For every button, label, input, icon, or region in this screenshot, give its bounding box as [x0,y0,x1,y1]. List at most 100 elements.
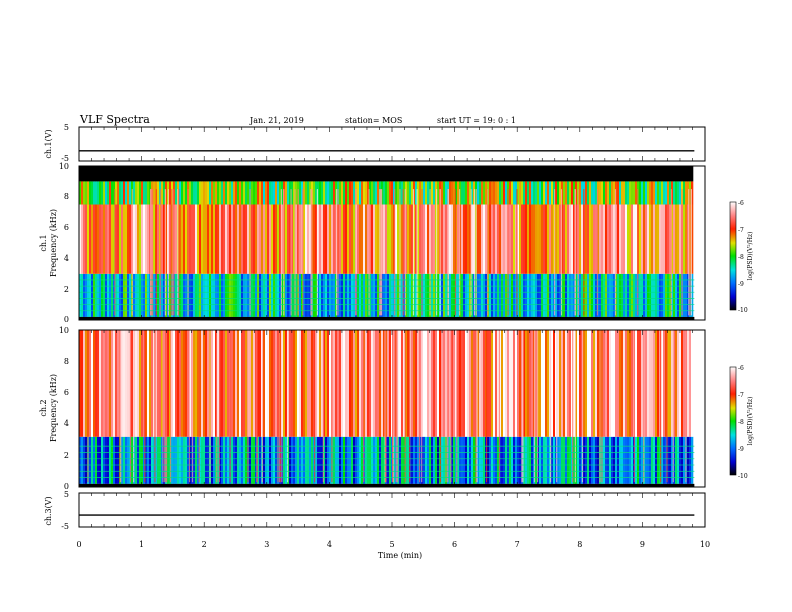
spectrogram-cell [179,166,182,182]
spectrogram-cell [151,166,154,182]
spectrogram-cell [617,436,620,484]
spectrogram-cell [647,330,650,437]
spectrogram-cell [369,330,372,437]
spectrogram-burst [458,189,461,316]
spectrogram-cell [555,166,558,182]
spectrogram-cell [327,166,330,182]
spectrogram-cell [595,436,598,484]
spectrogram-cell [613,181,616,205]
spectrogram-cell [145,166,148,182]
spectrogram-cell [579,166,582,182]
spectrogram-cell [145,204,148,274]
spectrogram-cell [407,166,410,182]
spectrogram-cell [337,330,340,437]
spectrogram-cell [647,181,650,205]
spectrogram-burst [418,330,421,483]
spectrogram-cell [271,330,274,437]
spectrogram-cell [453,330,456,437]
spectrogram-burst [447,330,449,483]
spectrogram-cell [635,436,638,484]
spectrogram-cell [339,166,342,182]
spectrogram-cell [341,330,344,437]
spectrogram-cell [383,181,386,205]
spectrogram-cell [187,436,190,484]
spectrogram-cell [609,436,612,484]
spectrogram-cell [623,204,626,274]
spectrogram-burst [599,330,601,483]
spectrogram-cell [577,436,580,484]
spectrogram-cell [137,181,140,205]
spectrogram-cell [489,181,492,205]
spectrogram-cell [157,436,160,484]
spectrogram-cell [255,436,258,484]
spectrogram-cell [367,181,370,205]
spectrogram-cell [431,204,434,274]
spectrogram-cell [643,166,646,182]
spectrogram-cell [207,166,210,182]
spectrogram-cell [79,330,82,437]
spectrogram-cell [667,166,670,182]
ch1-ylabel: ch.1(V) [44,129,53,158]
spectrogram-cell [323,204,326,274]
spectrogram-cell [373,181,376,205]
spectrogram-cell [457,273,460,317]
spectrogram-cell [205,166,208,182]
spectrogram-cell [621,273,624,317]
spectrogram-cell [589,181,592,205]
spectrogram-cell [85,330,88,437]
spectrogram-cell [661,181,664,205]
spectrogram-burst [560,189,563,316]
spectrogram-cell [185,166,188,182]
spectrogram-cell [519,204,522,274]
spectrogram-cell [87,273,90,317]
panel-ch3-frame [78,492,706,528]
spectrogram-cell [415,166,418,182]
spectrogram-cell [189,330,192,437]
spectrogram-cell [273,204,276,274]
spectrogram-cell [591,330,594,437]
spectrogram-cell [495,166,498,182]
spectrogram-cell [267,166,270,182]
spectrogram-cell [401,166,404,182]
spectrogram-cell [79,166,82,182]
spectrogram-cell [503,273,506,317]
spectrogram-cell [181,181,184,205]
spectrogram-cell [465,330,468,437]
spectrogram-cell [519,436,522,484]
spectrogram-cell [143,330,146,437]
spectrogram-cell [211,330,214,437]
spectrogram-cell [591,436,594,484]
spectrogram-cell [597,273,600,317]
spectrogram-cell [599,273,602,317]
spectrogram-cell [361,273,364,317]
spectrogram-cell [105,166,108,182]
spectrogram-cell [241,436,244,484]
spectrogram-cell [565,273,568,317]
spectrogram-cell [195,166,198,182]
spectrogram-cell [119,273,122,317]
spectrogram-cell [183,181,186,205]
ch1-spec-ytick-0: 0 [64,315,69,324]
spectrogram-cell [437,181,440,205]
spectrogram-cell [449,181,452,205]
spectrogram-cell [541,273,544,317]
spectrogram-cell [229,273,232,317]
spectrogram-burst [439,189,441,316]
spectrogram-cell [205,436,208,484]
spectrogram-cell [83,181,86,205]
ch3-ticks [78,493,706,527]
spectrogram-cell [305,181,308,205]
spectrogram-cell [563,181,566,205]
spectrogram-cell [561,436,564,484]
spectrogram-cell [205,181,208,205]
spectrogram-cell [231,204,234,274]
spectrogram-cell [413,204,416,274]
spectrogram-cell [429,330,432,437]
spectrogram-cell [525,436,528,484]
spectrogram-cell [377,181,380,205]
spectrogram-cell [485,273,488,317]
spectrogram-cell [83,273,86,317]
spectrogram-cell [435,166,438,182]
spectrogram-cell [279,204,282,274]
spectrogram-cell [139,204,142,274]
